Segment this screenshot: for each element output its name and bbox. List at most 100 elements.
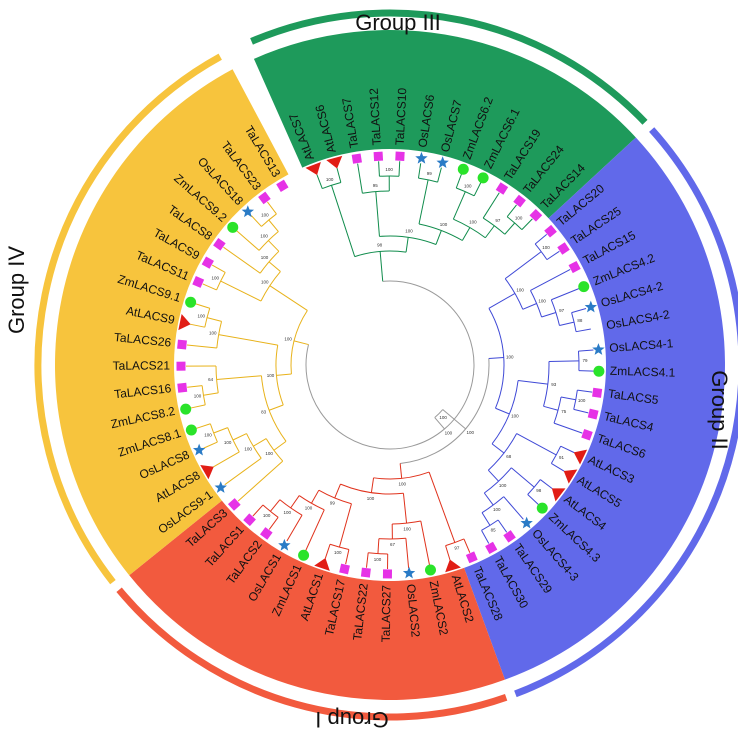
leaf-label: TaLACS27 [379,585,394,643]
branch-segment [324,544,331,559]
branch-segment [442,409,466,430]
branch-segment [203,392,219,396]
branch-segment [548,360,579,363]
maize-circle-marker [298,549,310,561]
branch-segment [560,396,576,401]
wheat-square-marker [213,238,226,251]
wheat-square-marker [465,551,478,564]
maize-circle-marker [477,172,489,184]
bootstrap-value: 100 [212,276,220,281]
branch-segment [206,317,222,322]
branch-arc [418,223,463,241]
rice-star-marker [584,300,597,313]
branch-arc [543,361,550,407]
bootstrap-value: 100 [440,222,448,227]
leaf-label: ZmLACS4.1 [610,364,676,380]
branch-segment [398,161,401,177]
branch-segment [305,509,325,551]
branch-segment [276,373,292,376]
branch-segment [286,514,303,542]
branch-segment [540,479,553,490]
leaf-label: TaLACS22 [350,582,371,641]
branch-segment [482,192,500,219]
bootstrap-value: 85 [491,528,497,533]
branch-segment [252,504,264,517]
branch-segment [481,530,490,544]
branch-segment [187,385,203,388]
wheat-square-marker [513,194,526,208]
sector-group-ii [464,137,725,680]
branch-segment [503,496,524,520]
branch-segment [405,538,410,569]
branch-arc [290,310,308,375]
branch-segment [506,204,517,218]
branch-segment [541,312,557,318]
group-iii-label: Group III [355,10,441,35]
rice-star-marker [592,343,605,355]
branch-segment [220,280,262,302]
branch-arc [259,250,280,274]
wheat-square-marker [581,429,593,441]
wheat-square-marker [351,153,362,164]
arabidopsis-triangle-marker [200,464,214,480]
group-i-label: Group I [315,707,388,732]
outer-arc-group-iv [34,53,222,585]
branch-segment [488,292,516,309]
branch-segment [213,427,228,434]
branch-segment [463,538,471,553]
branch-segment [377,538,380,554]
branch-segment [445,545,451,561]
maize-circle-marker [185,296,197,308]
arabidopsis-triangle-marker [305,161,321,176]
branch-segment [551,462,565,472]
bootstrap-value: 100 [244,446,252,451]
branch-segment [504,251,542,280]
branch-segment [534,233,548,245]
bootstrap-value: 100 [261,280,269,285]
branch-segment [357,163,363,194]
wheat-square-marker [176,361,186,371]
branch-segment [546,250,560,261]
bootstrap-value: 100 [578,398,586,403]
branch-segment [452,191,466,220]
branch-arc [577,351,580,371]
bootstrap-value: 100 [263,513,271,518]
branch-segment [571,307,587,314]
bootstrap-labels: 100 100 95 99 100 100 97 100 100 100 98 100 100 100 10… [194,167,588,562]
bootstrap-value: 91 [559,455,565,460]
branch-segment [573,408,589,414]
branch-arc [550,445,562,464]
maize-circle-marker [180,403,192,415]
bootstrap-value: 100 [265,451,273,456]
branch-segment [543,405,559,411]
sector-group-i [129,500,505,700]
leaf-label: TaLACS12 [367,87,384,145]
bootstrap-value: 100 [506,354,514,359]
bootstrap-value: 83 [261,410,267,415]
bootstrap-value: 64 [208,377,214,382]
branch-segment [316,174,323,189]
bootstrap-value: 100 [439,415,447,420]
maize-circle-marker [536,502,548,514]
branch-segment [232,433,247,441]
rice-star-marker [415,151,428,164]
rice-star-marker [278,538,291,551]
branch-segment [461,227,471,241]
branch-arc [456,187,475,197]
branch-segment [223,246,261,274]
rice-star-marker [241,205,255,218]
bootstrap-value: 100 [197,313,205,318]
maize-circle-marker [185,424,197,436]
bootstrap-value: 100 [542,245,550,250]
wheat-square-marker [192,276,205,288]
branch-segment [186,344,217,349]
branch-segment [378,161,380,177]
branch-segment [553,422,583,434]
wheat-square-marker [339,563,350,575]
branch-arc [298,495,325,511]
branch-segment [345,549,350,565]
branch-arc [400,358,490,464]
wheat-square-marker [395,151,405,161]
branch-segment [375,191,380,237]
